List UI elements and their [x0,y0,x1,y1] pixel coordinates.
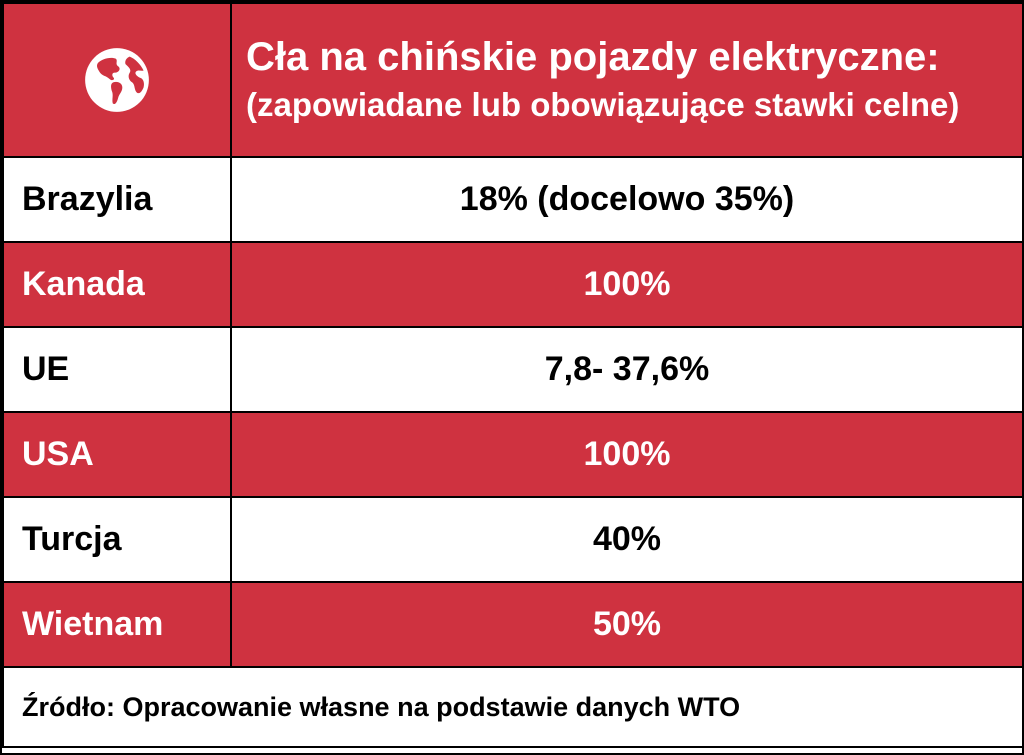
table-row: Brazylia 18% (docelowo 35%) [2,156,1024,243]
table-subtitle: (zapowiadane lub obowiązujące stawki cel… [246,86,960,123]
country-cell: Turcja [2,496,232,583]
country-cell: Wietnam [2,581,232,668]
table-header: Cła na chińskie pojazdy elektryczne: (za… [2,2,1024,158]
tariff-value-cell: 40% [230,496,1024,583]
table-row: Wietnam 50% [2,581,1024,668]
country-cell: Brazylia [2,156,232,243]
tariff-value-cell: 18% (docelowo 35%) [230,156,1024,243]
source-note: Źródło: Opracowanie własne na podstawie … [2,666,1024,748]
tariff-value-cell: 100% [230,241,1024,328]
country-cell: Kanada [2,241,232,328]
header-title-cell: Cła na chińskie pojazdy elektryczne: (za… [230,2,1024,158]
table-row: Turcja 40% [2,496,1024,583]
tariff-value-cell: 50% [230,581,1024,668]
table-row: USA 100% [2,411,1024,498]
country-cell: USA [2,411,232,498]
table-title: Cła na chińskie pojazdy elektryczne: [246,35,940,79]
table-row: Kanada 100% [2,241,1024,328]
country-cell: UE [2,326,232,413]
tariff-value-cell: 100% [230,411,1024,498]
table-row: UE 7,8- 37,6% [2,326,1024,413]
source-row: Źródło: Opracowanie własne na podstawie … [2,666,1024,748]
header-icon-cell [2,2,232,158]
tariff-value-cell: 7,8- 37,6% [230,326,1024,413]
globe-icon [85,48,149,112]
